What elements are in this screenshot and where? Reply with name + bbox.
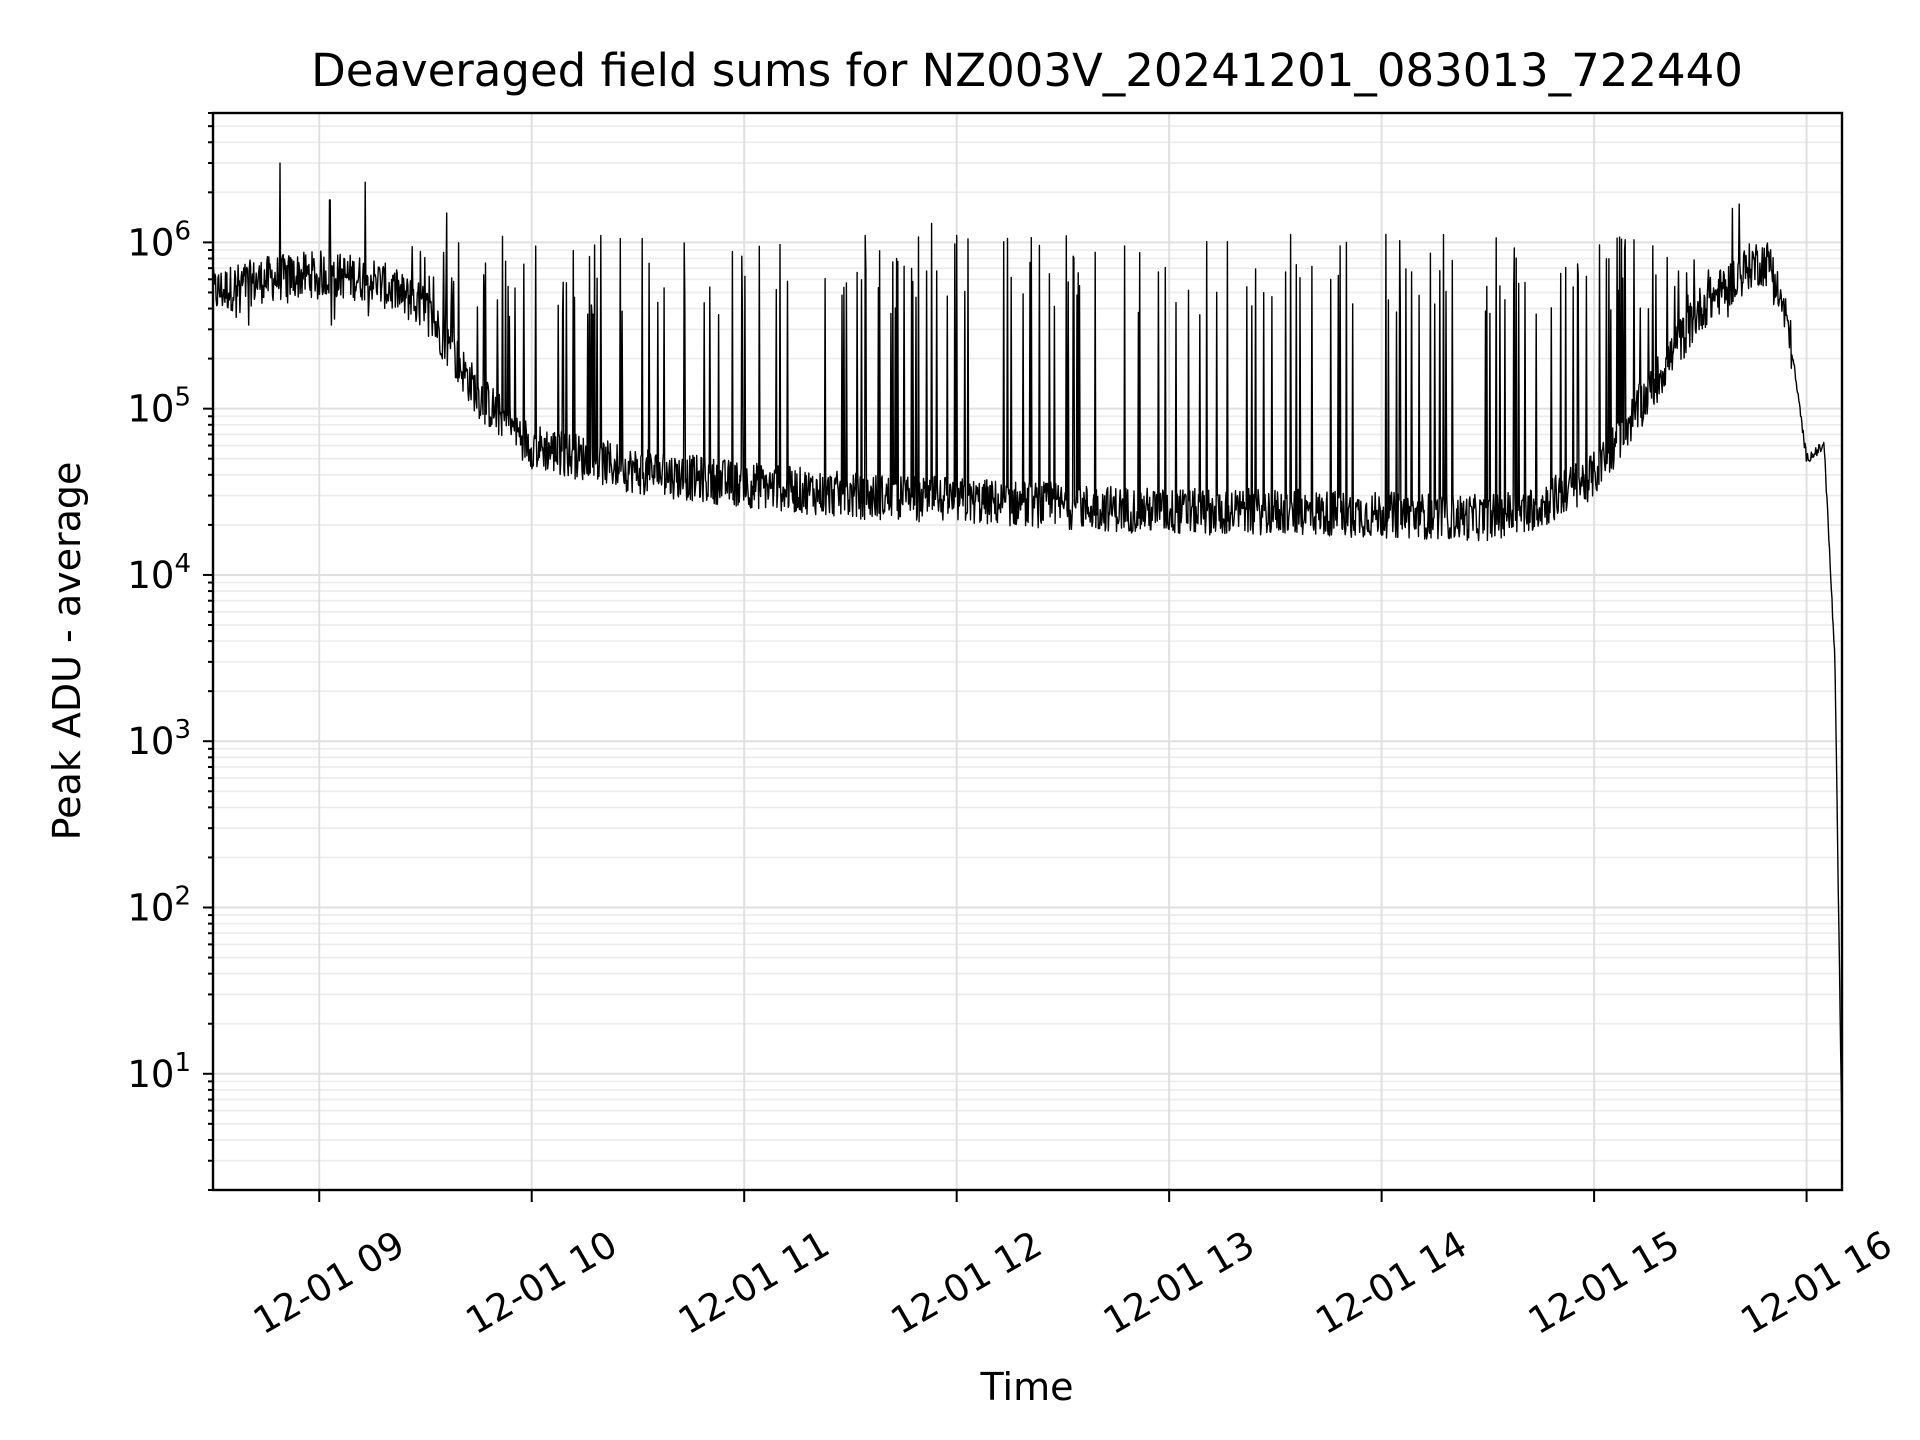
- y-tick-label: 101: [127, 1048, 191, 1096]
- y-tick-label: 105: [127, 383, 191, 431]
- x-tick-labels: 12-01 09 12-01 10 12-01 11 12-01 12 12-01 13…: [246, 1223, 1899, 1343]
- grid: [213, 112, 1842, 1191]
- y-tick-label: 103: [127, 715, 191, 763]
- x-tick-label: 12-01 12: [884, 1223, 1050, 1343]
- x-tick-label: 12-01 16: [1734, 1223, 1900, 1343]
- y-tick-base: 10: [127, 1053, 174, 1096]
- y-tick-label: 104: [127, 549, 191, 597]
- y-tick-label: 102: [127, 881, 191, 929]
- y-tick-exponent: 1: [174, 1048, 191, 1078]
- y-tick-base: 10: [127, 221, 174, 264]
- x-tick-label: 12-01 11: [671, 1223, 837, 1343]
- y-tick-base: 10: [127, 720, 174, 763]
- x-tick-label: 12-01 15: [1521, 1223, 1687, 1343]
- x-tick-label: 12-01 09: [246, 1223, 412, 1343]
- y-tick-base: 10: [127, 388, 174, 431]
- y-tick-exponent: 4: [174, 549, 191, 579]
- y-tick-exponent: 3: [174, 715, 191, 745]
- series-line: [212, 162, 1843, 1143]
- chart-title: Deaveraged field sums for NZ003V_2024120…: [311, 44, 1743, 97]
- y-tick-exponent: 6: [174, 216, 191, 246]
- x-tick-label: 12-01 10: [459, 1223, 625, 1343]
- y-tick-exponent: 5: [174, 383, 191, 413]
- y-tick-label: 106: [127, 216, 191, 264]
- axis-ticks: [203, 112, 1808, 1202]
- x-tick-label: 12-01 14: [1309, 1223, 1475, 1343]
- y-axis-label: Peak ADU - average: [45, 462, 89, 841]
- y-tick-base: 10: [127, 886, 174, 929]
- x-tick-label: 12-01 13: [1096, 1223, 1262, 1343]
- plot-frame: [211, 111, 1844, 1192]
- y-tick-base: 10: [127, 554, 174, 597]
- x-axis-label: Time: [980, 1365, 1074, 1409]
- y-tick-exponent: 2: [174, 881, 191, 911]
